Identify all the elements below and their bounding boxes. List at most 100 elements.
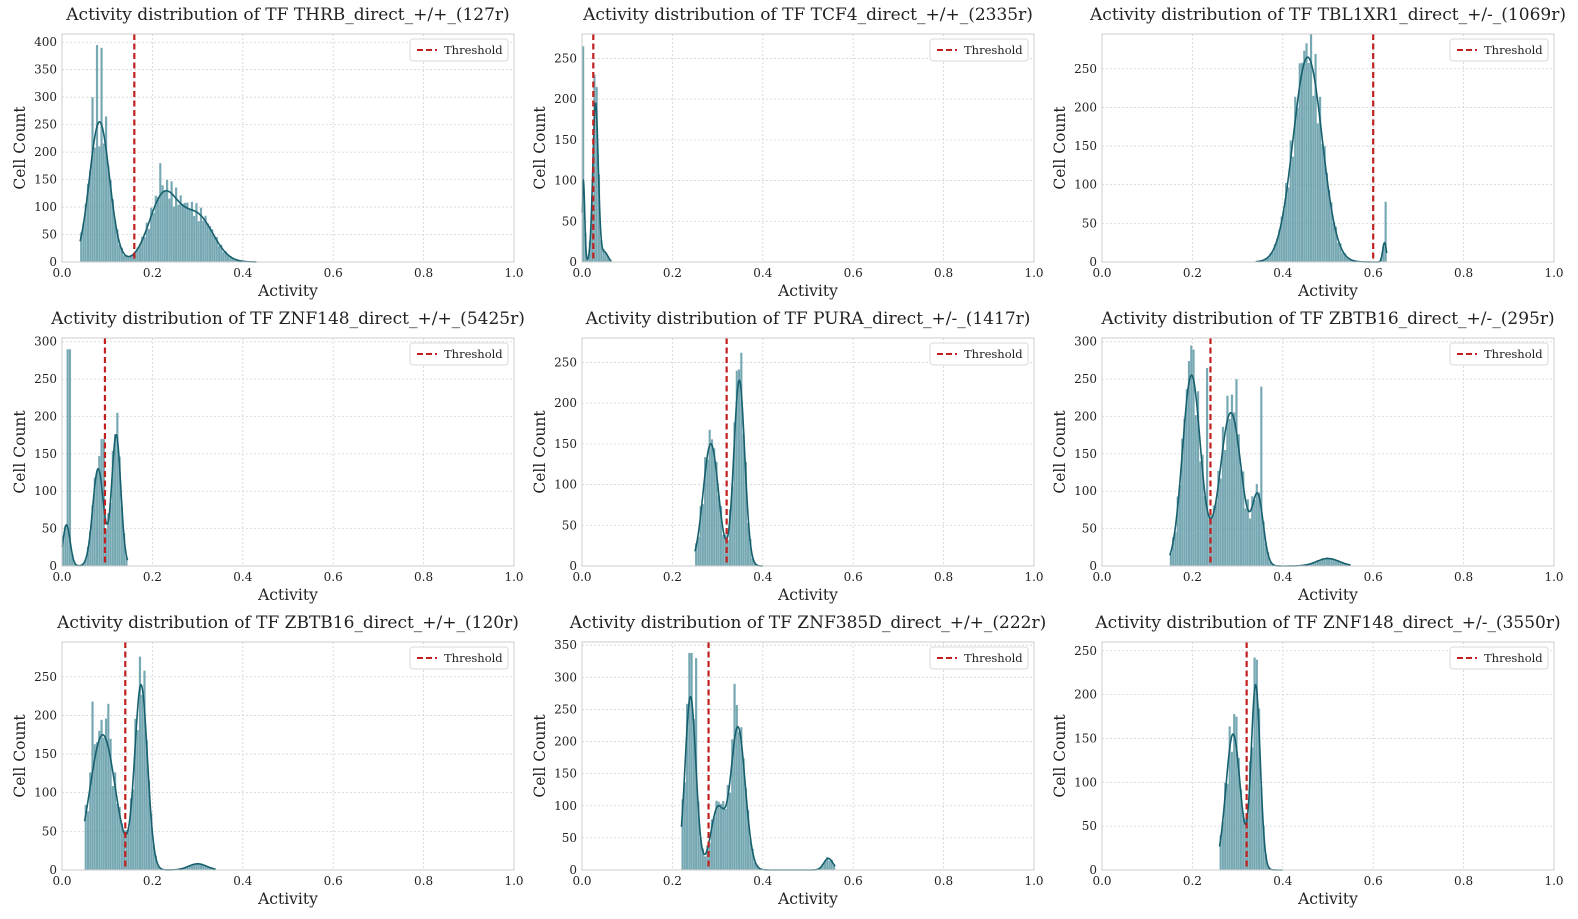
histogram-bar bbox=[201, 220, 205, 263]
chart-title: Activity distribution of TF ZBTB16_direc… bbox=[56, 613, 519, 633]
histogram-bar bbox=[719, 803, 723, 871]
plot-frame bbox=[581, 33, 1035, 263]
y-tick-label: 100 bbox=[1074, 775, 1097, 789]
x-tick-label: 0.0 bbox=[52, 874, 71, 888]
chart-panel-7: 0.0 0.2 0.4 0.6 0.8 1.0 0 50 100 150 200 250 Activit… bbox=[11, 613, 524, 908]
histogram-bar bbox=[1287, 187, 1290, 263]
histogram-bar bbox=[1226, 783, 1229, 871]
histogram-bar bbox=[91, 97, 94, 263]
x-tick-label: 0.8 bbox=[934, 874, 953, 888]
y-axis-label: Cell Count bbox=[11, 410, 29, 494]
x-tick-label: 0.2 bbox=[663, 874, 682, 888]
y-tick-label: 150 bbox=[554, 133, 577, 147]
legend: Threshold bbox=[929, 38, 1029, 62]
histogram-bar bbox=[1194, 414, 1198, 567]
y-axis-label: Cell Count bbox=[531, 106, 549, 190]
histogram-bar bbox=[1305, 43, 1308, 263]
legend-label: Threshold bbox=[444, 347, 503, 361]
chart-panel-1: 0.0 0.2 0.4 0.6 0.8 1.0 0 50 100 150 200 250 300 350 4… bbox=[11, 5, 524, 300]
y-tick-label: 250 bbox=[554, 355, 577, 369]
x-axis-label: Activity bbox=[1297, 586, 1358, 604]
y-tick-label: 100 bbox=[1074, 484, 1097, 498]
histogram-bar bbox=[100, 47, 103, 263]
x-tick-label: 1.0 bbox=[1024, 874, 1043, 888]
histogram-bar bbox=[721, 800, 725, 871]
legend-box bbox=[929, 38, 1029, 62]
histogram-bar bbox=[116, 803, 119, 871]
histogram-bar bbox=[710, 439, 714, 567]
histogram-bar bbox=[1255, 483, 1259, 567]
legend-box bbox=[929, 646, 1029, 670]
x-tick-label: 0.4 bbox=[233, 266, 252, 280]
histogram-bar bbox=[93, 147, 97, 263]
y-tick-label: 100 bbox=[34, 484, 57, 498]
kde-curve bbox=[61, 433, 129, 567]
y-tick-label: 100 bbox=[554, 478, 577, 492]
plot-area bbox=[62, 338, 514, 566]
chart-title: Activity distribution of TF TCF4_direct_… bbox=[582, 5, 1033, 25]
y-tick-label: 0 bbox=[569, 255, 577, 269]
chart-title: Activity distribution of TF PURA_direct_… bbox=[585, 309, 1031, 329]
y-tick-label: 0 bbox=[569, 863, 577, 877]
histogram-bar bbox=[95, 44, 99, 263]
y-tick-label: 300 bbox=[554, 670, 577, 684]
x-axis-label: Activity bbox=[1297, 282, 1358, 300]
y-tick-label: 100 bbox=[554, 799, 577, 813]
histogram-bar bbox=[1312, 95, 1315, 263]
histogram-bar bbox=[712, 816, 716, 871]
histogram-bar bbox=[1205, 367, 1209, 567]
x-axis-label: Activity bbox=[777, 282, 838, 300]
histogram-bar bbox=[140, 694, 144, 871]
histogram-bar bbox=[1316, 123, 1320, 263]
x-tick-label: 0.8 bbox=[414, 570, 433, 584]
y-tick-label: 400 bbox=[34, 35, 57, 49]
y-tick-label: 150 bbox=[1074, 731, 1097, 745]
x-tick-label: 0.4 bbox=[753, 570, 772, 584]
x-tick-label: 0.4 bbox=[753, 874, 772, 888]
y-tick-label: 0 bbox=[1089, 863, 1097, 877]
y-tick-label: 150 bbox=[554, 437, 577, 451]
chart-panel-5: 0.0 0.2 0.4 0.6 0.8 1.0 0 50 100 150 200 250 Activit… bbox=[531, 309, 1044, 604]
legend-box bbox=[409, 38, 509, 62]
histogram-bar bbox=[1323, 559, 1326, 567]
y-tick-label: 50 bbox=[1082, 216, 1097, 230]
x-tick-label: 0.6 bbox=[844, 570, 863, 584]
histogram-bars bbox=[84, 656, 216, 871]
y-tick-label: 0 bbox=[1089, 255, 1097, 269]
y-tick-label: 200 bbox=[34, 409, 57, 423]
x-tick-label: 0.8 bbox=[1454, 570, 1473, 584]
histogram-bar bbox=[1291, 156, 1295, 263]
x-tick-label: 1.0 bbox=[1024, 570, 1043, 584]
x-tick-label: 1.0 bbox=[504, 874, 523, 888]
histogram-bar bbox=[1239, 469, 1243, 567]
x-tick-label: 0.4 bbox=[1273, 874, 1292, 888]
x-tick-label: 0.2 bbox=[143, 874, 162, 888]
histogram-bar bbox=[156, 196, 160, 263]
y-tick-label: 300 bbox=[1074, 335, 1097, 349]
legend: Threshold bbox=[409, 342, 509, 366]
histogram-bar bbox=[737, 369, 741, 567]
legend: Threshold bbox=[1449, 38, 1549, 62]
histogram-bar bbox=[161, 185, 164, 263]
histogram-bar bbox=[1199, 461, 1202, 567]
y-tick-label: 250 bbox=[34, 372, 57, 386]
kde-curve bbox=[79, 121, 257, 263]
y-tick-label: 250 bbox=[1074, 372, 1097, 386]
y-tick-label: 350 bbox=[554, 638, 577, 652]
y-tick-label: 250 bbox=[34, 118, 57, 132]
x-tick-label: 0.4 bbox=[233, 874, 252, 888]
histogram-bar bbox=[217, 245, 221, 263]
y-tick-label: 50 bbox=[42, 824, 57, 838]
y-tick-label: 0 bbox=[1089, 559, 1097, 573]
y-tick-label: 200 bbox=[554, 92, 577, 106]
chart-panel-9: 0.0 0.2 0.4 0.6 0.8 1.0 0 50 100 150 200 250 Activit… bbox=[1051, 613, 1564, 908]
y-tick-label: 100 bbox=[554, 174, 577, 188]
histogram-bar bbox=[177, 204, 180, 263]
histogram-bar bbox=[1307, 62, 1311, 263]
x-tick-label: 1.0 bbox=[1544, 266, 1563, 280]
plot-frame bbox=[1101, 641, 1555, 871]
legend: Threshold bbox=[929, 646, 1029, 670]
plot-area bbox=[582, 642, 1034, 870]
x-tick-label: 0.8 bbox=[414, 266, 433, 280]
x-tick-label: 0.0 bbox=[572, 266, 591, 280]
